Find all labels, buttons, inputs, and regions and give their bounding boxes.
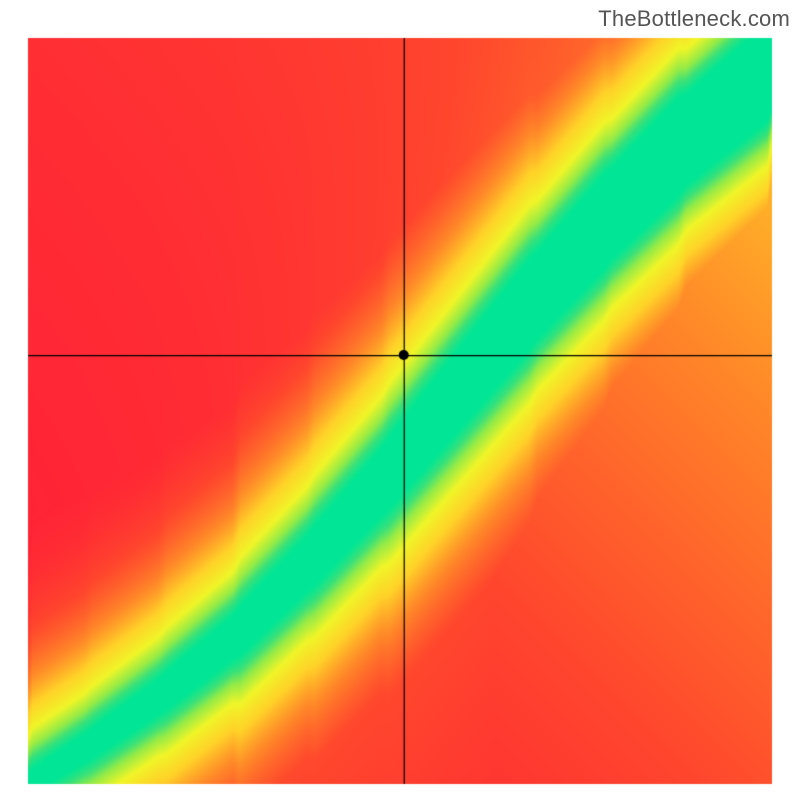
chart-container: TheBottleneck.com [0,0,800,800]
watermark-label: TheBottleneck.com [598,6,790,32]
bottleneck-heatmap [0,0,800,800]
